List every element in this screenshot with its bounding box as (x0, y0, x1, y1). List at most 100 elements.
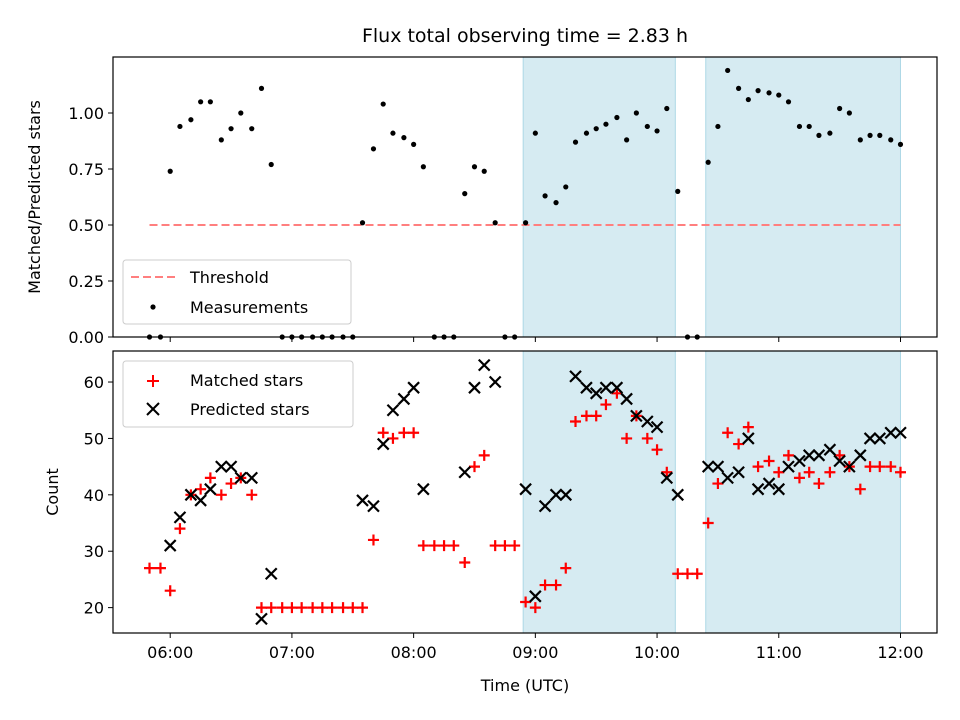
measurement-point-58 (736, 85, 742, 91)
bottom-legend-box (122, 360, 354, 428)
x-tick-label-2: 08:00 (391, 643, 437, 662)
predicted-point-29 (589, 387, 603, 400)
predicted-point-6 (224, 460, 238, 473)
measurement-point-8 (228, 126, 234, 132)
top-shaded-interval-0 (522, 56, 676, 338)
top-panel: 0.00 0.25 0.50 0.75 1.00 Matched/Predicted s… (25, 56, 938, 347)
matched-point-26 (408, 427, 420, 439)
predicted-point-4 (204, 482, 217, 496)
predicted-point-31 (610, 381, 624, 394)
measurement-point-27 (420, 164, 426, 170)
x-axis-label: Time (UTC) (480, 676, 569, 695)
measurements-legend-swatch (150, 304, 156, 310)
bottom-panel-frame (112, 350, 938, 634)
matched-point-45 (600, 399, 612, 411)
matched-point-42 (570, 416, 582, 427)
predicted-point-45 (772, 482, 786, 496)
measurement-point-60 (755, 88, 761, 94)
matched-point-74 (894, 466, 906, 478)
matched-point-63 (783, 449, 795, 461)
measurement-point-46 (614, 114, 620, 121)
measurement-point-11 (258, 85, 265, 91)
predicted-point-12 (367, 499, 380, 513)
measurement-point-70 (857, 137, 863, 143)
predicted-point-51 (833, 454, 846, 468)
top-panel-frame (112, 56, 938, 338)
measurement-point-4 (188, 117, 194, 123)
measurement-point-47 (624, 137, 630, 143)
measurement-point-62 (776, 92, 782, 98)
matched-point-15 (296, 602, 308, 614)
measurement-point-21 (359, 220, 366, 226)
matched-point-66 (813, 478, 825, 490)
matched-point-50 (651, 444, 663, 456)
matched-point-6 (204, 472, 216, 484)
predicted-point-52 (843, 460, 856, 473)
predicted-point-27 (569, 370, 582, 383)
matched-point-72 (874, 461, 886, 473)
matched-point-10 (246, 489, 258, 501)
predicted-legend-label: Predicted stars (190, 400, 310, 419)
measurement-point-48 (633, 110, 639, 116)
x-tick-label-1: 07:00 (269, 643, 315, 662)
x-tick-label-4: 10:00 (634, 643, 680, 662)
measurement-point-38 (532, 130, 538, 136)
top-y-tick-label-4: 1.00 (68, 104, 104, 123)
matched-point-67 (824, 466, 836, 478)
bottom-legend: Matched stars Predicted stars (122, 360, 354, 428)
matched-point-2 (164, 585, 176, 597)
x-tick-label-3: 09:00 (512, 643, 558, 662)
predicted-point-2 (184, 488, 198, 502)
top-legend-box (122, 259, 352, 325)
measurement-point-50 (654, 128, 660, 134)
predicted-point-37 (671, 488, 685, 502)
matched-point-25 (398, 427, 410, 439)
matched-point-16 (307, 602, 319, 614)
measurement-point-52 (675, 188, 681, 194)
matched-point-30 (448, 540, 460, 552)
predicted-point-16 (407, 381, 420, 394)
threshold-legend-label: Threshold (189, 268, 269, 287)
measurement-point-7 (218, 137, 224, 143)
measurement-point-42 (572, 139, 579, 145)
predicted-point-0 (163, 539, 177, 552)
matched-point-35 (499, 540, 511, 552)
matched-point-12 (265, 602, 277, 614)
predicted-point-42 (742, 432, 755, 445)
bottom-y-tick-label-0: 20 (84, 599, 104, 618)
bottom-y-tick-label-1: 30 (84, 542, 104, 561)
matched-point-44 (590, 410, 602, 422)
predicted-point-11 (356, 494, 369, 507)
matched-point-13 (276, 602, 288, 614)
matched-point-3 (174, 523, 186, 535)
measurement-point-61 (766, 90, 772, 96)
matched-point-41 (560, 562, 572, 574)
matched-point-39 (539, 579, 551, 591)
matched-point-55 (702, 517, 714, 529)
predicted-point-26 (559, 488, 573, 502)
matched-point-19 (337, 602, 349, 614)
measurement-point-44 (593, 126, 599, 132)
predicted-point-19 (468, 381, 481, 394)
top-y-tick-label-0: 0.00 (68, 328, 104, 347)
measurement-point-73 (888, 137, 894, 143)
measurement-point-59 (745, 96, 751, 103)
matched-point-23 (377, 427, 389, 439)
matched-point-38 (529, 602, 541, 614)
measurement-point-69 (846, 110, 852, 116)
matched-point-5 (195, 483, 207, 495)
predicted-point-3 (194, 494, 207, 507)
measurement-point-67 (827, 130, 833, 136)
matched-point-43 (580, 410, 592, 422)
measurement-point-63 (785, 99, 792, 105)
matched-point-33 (478, 449, 490, 461)
measurements-legend-label: Measurements (190, 298, 308, 317)
top-y-axis-label: Matched/Predicted stars (25, 100, 44, 294)
matched-point-71 (864, 461, 876, 473)
measurement-point-22 (370, 146, 377, 152)
predicted-point-20 (477, 358, 491, 372)
measurement-point-25 (401, 135, 407, 141)
predicted-point-13 (376, 437, 390, 451)
matched-point-21 (357, 602, 369, 614)
